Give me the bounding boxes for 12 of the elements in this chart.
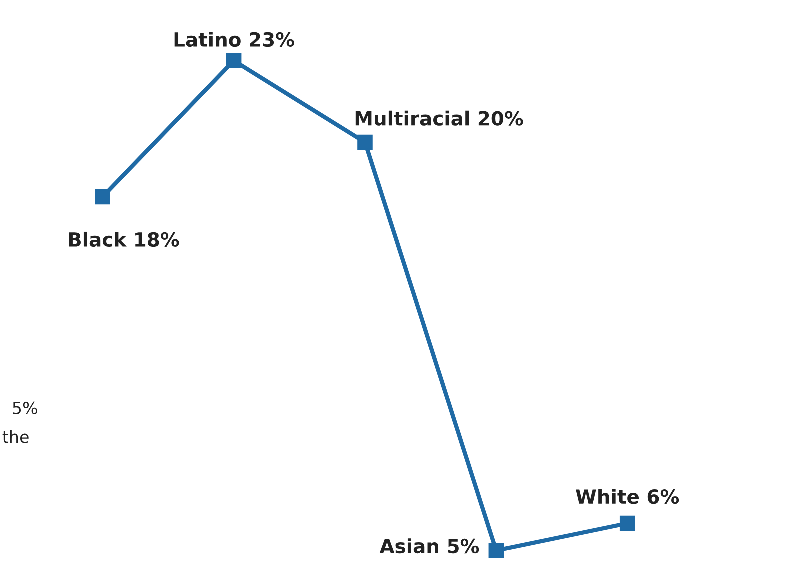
data-label: Latino 23% [174, 32, 294, 48]
annotation: 5% [13, 402, 38, 415]
data-label: Multiracial 20% [356, 110, 524, 126]
point [95, 189, 111, 205]
data-label: Asian 5% [380, 538, 480, 554]
point [488, 543, 504, 558]
point [620, 516, 636, 532]
point [358, 134, 373, 150]
data-label: Black 18% [69, 232, 180, 248]
text: the [2, 430, 29, 444]
point [226, 53, 242, 68]
data-label: White 6% [576, 489, 680, 504]
